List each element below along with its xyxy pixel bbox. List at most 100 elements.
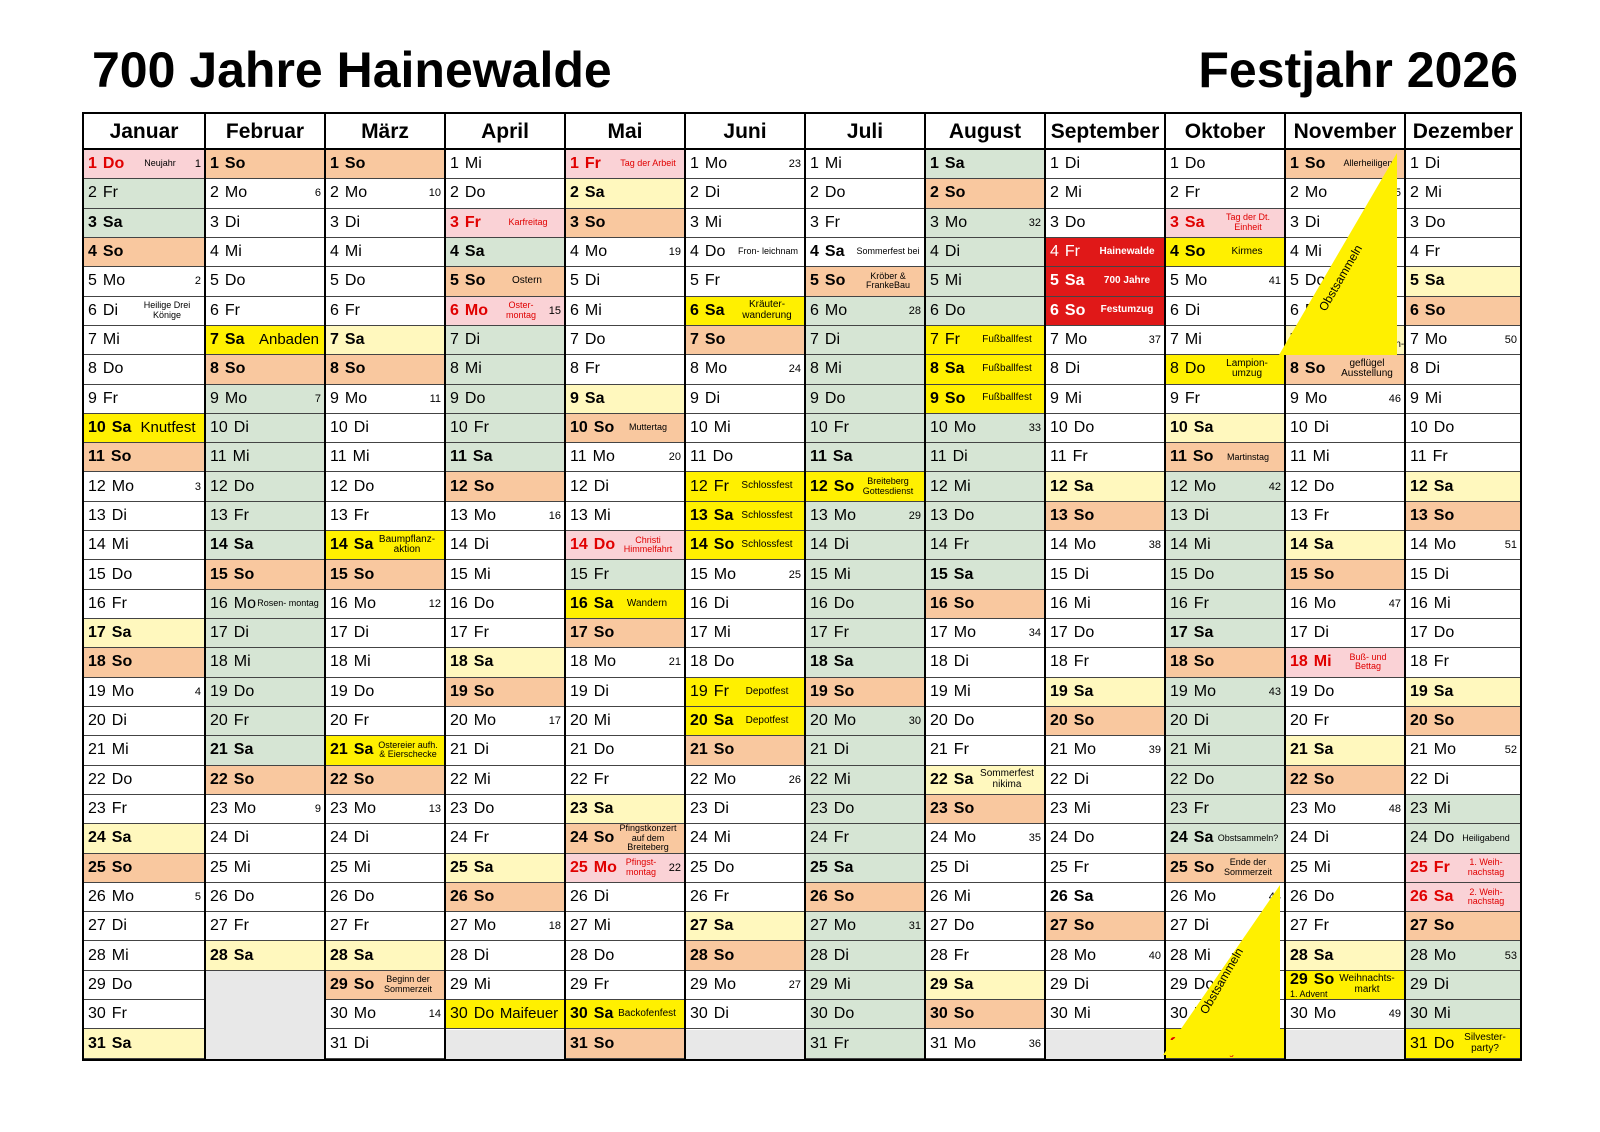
day-cell[interactable]: 11 Mi: [206, 443, 324, 473]
day-cell[interactable]: 28 Mo 40: [1046, 941, 1164, 971]
day-cell[interactable]: 30 Mi: [1406, 1000, 1520, 1030]
day-cell[interactable]: 13 Di: [84, 501, 204, 532]
day-cell[interactable]: 10 Sa Knutfest: [84, 413, 204, 444]
day-cell[interactable]: 10 Fr: [446, 413, 564, 444]
day-cell[interactable]: 16 So: [926, 589, 1044, 619]
day-cell[interactable]: 19 Mi: [926, 677, 1044, 707]
day-cell[interactable]: 21 So: [686, 736, 804, 766]
day-cell[interactable]: 29 Mo 27: [686, 970, 804, 1001]
day-cell[interactable]: 11 Mi: [326, 443, 444, 473]
day-cell[interactable]: 30 Sa Backofenfest: [566, 1000, 684, 1030]
day-cell[interactable]: 5 Sa: [1406, 267, 1520, 297]
day-cell[interactable]: 17 So: [566, 619, 684, 649]
day-cell[interactable]: 20 Mo 17: [446, 706, 564, 737]
day-cell[interactable]: 6 Mi: [566, 296, 684, 326]
day-cell[interactable]: 20 So: [1046, 706, 1164, 737]
day-cell[interactable]: 24 Di: [206, 824, 324, 854]
day-cell[interactable]: 6 Fr: [1286, 296, 1404, 326]
day-cell[interactable]: 22 Do: [84, 765, 204, 795]
day-cell[interactable]: 24 Fr: [446, 824, 564, 854]
day-cell[interactable]: 14 Do Christi Himmelfahrt: [566, 531, 684, 561]
day-cell[interactable]: 1 Do Neujahr 1: [84, 150, 204, 180]
day-cell[interactable]: 27 Fr: [206, 912, 324, 942]
day-cell[interactable]: 10 Di: [326, 413, 444, 444]
day-cell[interactable]: 28 Sa: [1286, 941, 1404, 971]
day-cell[interactable]: 29 Mi: [806, 970, 924, 1001]
day-cell[interactable]: 20 Fr: [1286, 706, 1404, 737]
day-cell[interactable]: 8 Do Lampion- umzug: [1166, 355, 1284, 385]
day-cell[interactable]: 14 Sa: [1286, 531, 1404, 561]
day-cell[interactable]: 12 Mo 3: [84, 472, 204, 502]
day-cell[interactable]: 4 Di: [926, 237, 1044, 268]
day-cell[interactable]: 30 Fr: [1166, 1000, 1284, 1030]
day-cell[interactable]: 26 Fr: [686, 882, 804, 913]
day-cell[interactable]: 11 Fr: [1046, 443, 1164, 473]
day-cell[interactable]: 24 Do: [1046, 824, 1164, 854]
day-cell[interactable]: 12 Do: [206, 472, 324, 502]
day-cell[interactable]: 13 So: [1046, 501, 1164, 532]
day-cell[interactable]: 23 Fr: [1166, 794, 1284, 825]
day-cell[interactable]: 27 Mi: [566, 912, 684, 942]
day-cell[interactable]: 8 Mi: [806, 355, 924, 385]
day-cell[interactable]: 22 So: [326, 765, 444, 795]
day-cell[interactable]: 9 So Fußballfest: [926, 384, 1044, 414]
day-cell[interactable]: 12 Sa: [1406, 472, 1520, 502]
day-cell[interactable]: 19 Do: [206, 677, 324, 707]
day-cell[interactable]: 22 So: [1286, 765, 1404, 795]
day-cell[interactable]: 7 Fr Fußballfest: [926, 325, 1044, 356]
day-cell[interactable]: 13 Mo 29: [806, 501, 924, 532]
day-cell[interactable]: 9 Mi: [1406, 384, 1520, 414]
day-cell[interactable]: 15 Di: [1046, 560, 1164, 590]
day-cell[interactable]: 21 Sa Ostereier aufh. & Eierschecke: [326, 736, 444, 766]
day-cell[interactable]: 8 Sa Fußballfest: [926, 355, 1044, 385]
day-cell[interactable]: 6 Mo Oster- montag 15: [446, 296, 564, 326]
day-cell[interactable]: 30 So: [926, 1000, 1044, 1030]
day-cell[interactable]: 6 Mo 28: [806, 296, 924, 326]
day-cell[interactable]: 27 Di: [1166, 912, 1284, 942]
day-cell[interactable]: 25 Mi: [326, 853, 444, 883]
day-cell[interactable]: 18 Mi Buß- und Bettag: [1286, 648, 1404, 678]
day-cell[interactable]: 30 Mo 49: [1286, 1000, 1404, 1030]
day-cell[interactable]: 23 Fr: [84, 794, 204, 825]
day-cell[interactable]: 8 Mo 24: [686, 355, 804, 385]
day-cell[interactable]: 15 Di: [1406, 560, 1520, 590]
day-cell[interactable]: 25 Mi: [1286, 853, 1404, 883]
day-cell[interactable]: 4 Fr: [1406, 237, 1520, 268]
day-cell[interactable]: 8 So geflügel Ausstellung: [1286, 355, 1404, 385]
day-cell[interactable]: 14 Sa Baumpflanz- aktion: [326, 531, 444, 561]
day-cell[interactable]: 6 So Festumzug: [1046, 296, 1164, 326]
day-cell[interactable]: 2 Fr: [84, 179, 204, 209]
day-cell[interactable]: 6 Sa Kräuter- wanderung: [686, 296, 804, 326]
day-cell[interactable]: 7 Sa Anbaden: [206, 325, 324, 356]
day-cell[interactable]: 29 Di: [1046, 970, 1164, 1001]
day-cell[interactable]: 11 Di: [926, 443, 1044, 473]
day-cell[interactable]: 5 Fr: [686, 267, 804, 297]
day-cell[interactable]: 2 Mi: [1406, 179, 1520, 209]
day-cell[interactable]: 15 Mi: [806, 560, 924, 590]
day-cell[interactable]: 26 Mi: [926, 882, 1044, 913]
day-cell[interactable]: 1 Mo 23: [686, 150, 804, 180]
day-cell[interactable]: 7 Di: [446, 325, 564, 356]
day-cell[interactable]: 12 Sa: [1046, 472, 1164, 502]
day-cell[interactable]: 25 Sa: [446, 853, 564, 883]
day-cell[interactable]: 20 Mo 30: [806, 706, 924, 737]
day-cell[interactable]: 10 Fr: [806, 413, 924, 444]
day-cell[interactable]: 26 Mo 44: [1166, 882, 1284, 913]
day-cell[interactable]: 3 Mo 32: [926, 208, 1044, 238]
day-cell[interactable]: 19 Mo 43: [1166, 677, 1284, 707]
day-cell[interactable]: 3 Di: [326, 208, 444, 238]
day-cell[interactable]: 22 Mi: [446, 765, 564, 795]
day-cell[interactable]: 18 Mi: [206, 648, 324, 678]
day-cell[interactable]: 31 Do Silvester- party?: [1406, 1029, 1520, 1059]
day-cell[interactable]: 8 So: [326, 355, 444, 385]
day-cell[interactable]: 21 Sa: [1286, 736, 1404, 766]
day-cell[interactable]: 18 So: [1166, 648, 1284, 678]
day-cell[interactable]: 1 Mi: [806, 150, 924, 180]
day-cell[interactable]: 13 Sa Schlossfest: [686, 501, 804, 532]
day-cell[interactable]: 30 Mo 14: [326, 1000, 444, 1030]
day-cell[interactable]: 26 Mo 5: [84, 882, 204, 913]
day-cell[interactable]: 17 Mo 34: [926, 619, 1044, 649]
day-cell[interactable]: 14 Mo 38: [1046, 531, 1164, 561]
day-cell[interactable]: 8 Mi: [446, 355, 564, 385]
day-cell[interactable]: 5 Mo 41: [1166, 267, 1284, 297]
